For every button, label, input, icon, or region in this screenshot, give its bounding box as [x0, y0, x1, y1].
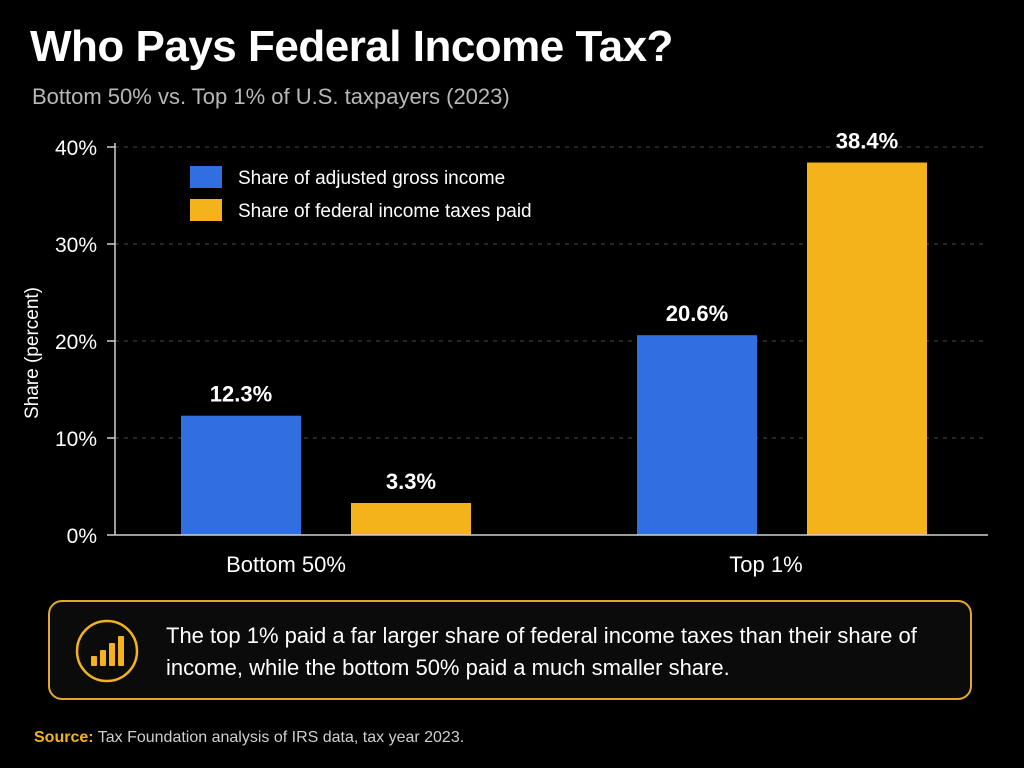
bar	[637, 335, 757, 535]
bar-chart: 0% 10% 20% 30% 40% Share (percent) 12.3% 20.6% 3…	[22, 129, 988, 577]
data-label: 12.3%	[210, 382, 272, 407]
data-label: 3.3%	[386, 469, 436, 494]
legend-swatch	[190, 199, 222, 221]
bar	[807, 162, 927, 535]
bar-chart-icon	[75, 619, 139, 683]
source-label: Source:	[34, 729, 94, 746]
legend-label: Share of federal income taxes paid	[238, 201, 532, 222]
y-axis-title: Share (percent)	[22, 287, 43, 419]
legend-label: Share of adjusted gross income	[238, 168, 505, 189]
y-tick-label: 30%	[55, 234, 97, 257]
source-text: Tax Foundation analysis of IRS data, tax…	[97, 729, 465, 746]
insight-callout: The top 1% paid a far larger share of fe…	[48, 600, 972, 700]
chart-title: Who Pays Federal Income Tax?	[30, 22, 673, 71]
bar	[181, 415, 301, 535]
y-tick-label: 10%	[55, 428, 97, 451]
x-category-label: Top 1%	[729, 552, 802, 577]
data-label: 38.4%	[836, 129, 898, 154]
y-tick-label: 40%	[55, 137, 97, 160]
legend-swatch	[190, 166, 222, 188]
data-label: 20.6%	[666, 301, 728, 326]
x-category-label: Bottom 50%	[226, 552, 346, 577]
y-tick-label: 20%	[55, 331, 97, 354]
callout-text: The top 1% paid a far larger share of fe…	[166, 623, 917, 680]
source-note: Source: Tax Foundation analysis of IRS d…	[34, 729, 464, 747]
y-tick-label: 0%	[67, 525, 97, 548]
bar	[351, 502, 471, 535]
chart-subtitle: Bottom 50% vs. Top 1% of U.S. taxpayers …	[32, 84, 510, 109]
